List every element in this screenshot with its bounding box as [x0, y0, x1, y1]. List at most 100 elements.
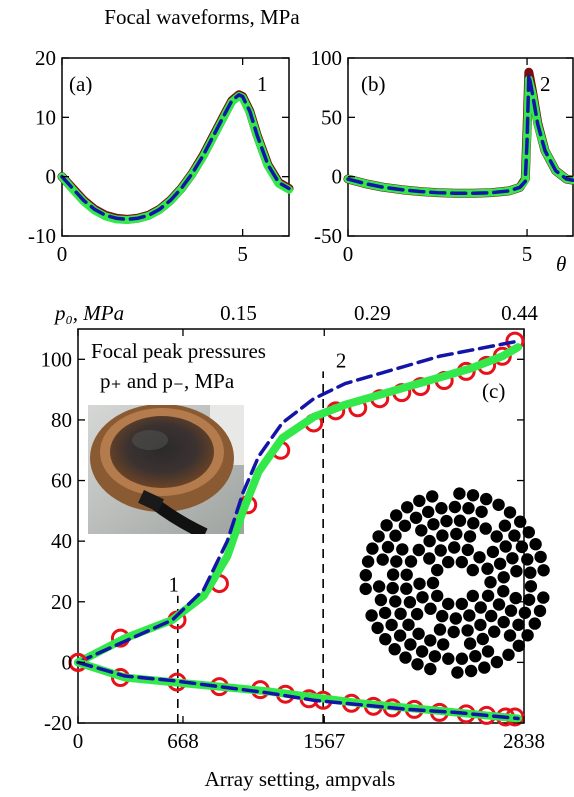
array-element-dot — [412, 627, 425, 640]
panel-c-y-tick-label: 60 — [51, 469, 72, 493]
array-element-dot — [402, 618, 415, 631]
array-element-dot — [422, 505, 435, 519]
panel-b-x-axis-label: θ — [556, 252, 566, 276]
array-element-dot — [462, 502, 475, 515]
panel-b-label: (b) — [361, 72, 386, 96]
array-element-dot — [389, 529, 402, 542]
panel-c-series-line — [76, 339, 520, 665]
array-element-dot — [380, 519, 393, 532]
array-element-dot — [453, 514, 467, 527]
array-element-dot — [461, 543, 474, 557]
array-element-dot — [474, 618, 487, 632]
transducer-photo — [88, 405, 244, 534]
array-element-dot — [448, 500, 462, 514]
panel-c-series — [68, 331, 525, 727]
array-element-dot — [480, 492, 493, 506]
panel-b-frame — [347, 57, 574, 237]
array-element-dot — [415, 524, 428, 537]
array-element-dot — [484, 576, 497, 589]
panel-c-top-tick-label: 0.44 — [501, 301, 538, 325]
array-element-dot — [469, 650, 482, 663]
array-element-dot — [514, 515, 527, 528]
panel-b-y-tick-label: 0 — [332, 165, 343, 189]
array-element-dot — [442, 597, 455, 611]
array-element-dot — [410, 607, 424, 621]
panel-c-series-line — [74, 343, 523, 667]
panel-a-y-tick-label: -10 — [28, 224, 56, 248]
panel-c-marker-label: 2 — [336, 348, 347, 372]
array-element-dot — [463, 609, 476, 622]
panel-a-label: (a) — [69, 72, 92, 96]
array-element-dot — [423, 552, 436, 565]
panel-c: p₀, MPa 0.15 0.29 0.44 Focal peak pressure… — [41, 301, 550, 791]
panel-b-y-tick-label: 100 — [311, 46, 343, 70]
panel-c-top-axis-label: p₀, MPa — [53, 301, 124, 325]
array-element-dot — [493, 557, 507, 570]
array-element-dot — [423, 534, 436, 548]
array-element-dot — [404, 555, 418, 568]
array-element-dot — [374, 593, 388, 607]
array-element-dot — [455, 555, 468, 569]
array-element-dot — [372, 580, 386, 593]
array-element-dot — [394, 607, 407, 620]
array-element-dot — [481, 589, 495, 602]
array-element-dot — [389, 595, 402, 608]
array-element-dot — [504, 604, 518, 617]
panel-c-reference-markers: 12 — [169, 348, 347, 723]
panel-c-top-tick-label: 0.15 — [220, 301, 257, 325]
array-element-dot — [499, 540, 512, 553]
panel-c-y-tick-label: 0 — [62, 650, 73, 674]
array-element-dot — [359, 582, 372, 596]
panel-c-y-tick-label: 40 — [51, 529, 72, 553]
panel-c-top-tick-label: 0.29 — [354, 301, 391, 325]
array-element-dot — [461, 624, 474, 637]
array-element-dot — [435, 502, 448, 515]
array-element-dot — [490, 530, 503, 543]
array-element-dot — [455, 652, 469, 665]
panel-b-series-line — [346, 72, 574, 196]
array-element-dot — [475, 505, 488, 518]
array-element-dot — [485, 609, 498, 623]
panel-b-curve-label: 2 — [540, 72, 551, 96]
array-element-dot — [534, 550, 547, 564]
array-element-dot — [521, 629, 534, 642]
array-element-dot — [396, 543, 409, 556]
array-element-dot — [524, 580, 538, 593]
array-element-dot — [473, 551, 486, 564]
panel-b-y-tick-label: 50 — [321, 105, 342, 129]
array-element-dot — [529, 538, 542, 551]
array-element-dot — [413, 577, 426, 590]
panel-b-series — [343, 67, 574, 198]
panel-b-x-tick-label: 0 — [343, 242, 354, 266]
panel-a-x-tick-label: 5 — [237, 242, 248, 266]
array-element-dot — [428, 650, 442, 663]
array-element-dot — [479, 522, 492, 535]
array-element-dot — [533, 604, 547, 618]
array-element-dot — [442, 652, 455, 665]
array-element-dot — [537, 564, 550, 577]
array-element-dot — [431, 563, 444, 577]
array-element-dot — [502, 648, 515, 661]
array-element-dot — [411, 658, 424, 671]
array-element-dot — [463, 530, 477, 543]
panel-a-y-tick-label: 0 — [46, 165, 57, 189]
array-element-dot — [409, 511, 423, 524]
array-element-dot — [518, 606, 532, 619]
array-element-dot — [390, 555, 403, 568]
array-element-dot — [512, 639, 525, 652]
array-element-dot — [433, 623, 447, 636]
array-element-dot — [481, 562, 494, 575]
array-element-dot — [524, 566, 537, 579]
array-element-dot — [447, 625, 460, 639]
array-element-dot — [490, 655, 504, 669]
panel-c-x-axis-label: Array setting, ampvals — [205, 767, 396, 791]
array-element-dot — [393, 629, 407, 642]
array-element-dot — [466, 589, 479, 603]
panel-c-y-tick-label: 100 — [41, 347, 73, 371]
array-element-dot — [528, 617, 541, 630]
panel-c-x-tick-label: 1567 — [303, 729, 345, 753]
array-element-dot — [388, 643, 401, 656]
array-element-dot — [453, 487, 466, 500]
array-element-dot — [416, 591, 429, 604]
